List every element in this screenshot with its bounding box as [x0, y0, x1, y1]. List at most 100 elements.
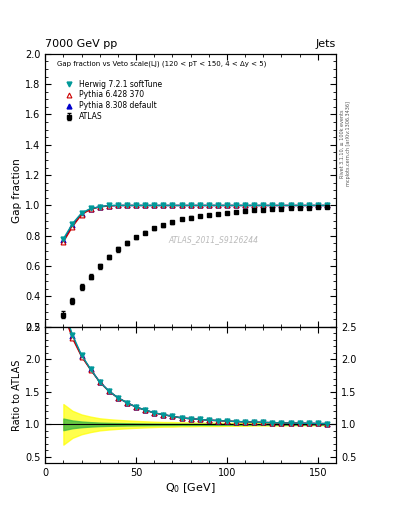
Text: mcplots.cern.ch [arXiv:1306.3436]: mcplots.cern.ch [arXiv:1306.3436] — [346, 101, 351, 186]
Herwig 7.2.1 softTune — [116, 202, 120, 208]
Herwig 7.2.1 softTune — [307, 202, 311, 208]
Pythia 6.428 370 — [125, 202, 129, 208]
Herwig 7.2.1 softTune — [188, 202, 193, 208]
Pythia 8.308 default — [270, 202, 275, 208]
Text: 7000 GeV pp: 7000 GeV pp — [45, 38, 118, 49]
Pythia 8.308 default — [188, 202, 193, 208]
Pythia 8.308 default — [197, 202, 202, 208]
Herwig 7.2.1 softTune — [215, 202, 220, 208]
Pythia 8.308 default — [125, 202, 129, 208]
Pythia 8.308 default — [225, 202, 230, 208]
Pythia 6.428 370 — [225, 202, 230, 208]
Pythia 6.428 370 — [134, 202, 138, 208]
Pythia 6.428 370 — [215, 202, 220, 208]
Herwig 7.2.1 softTune — [298, 202, 302, 208]
Pythia 8.308 default — [316, 202, 320, 208]
Herwig 7.2.1 softTune — [79, 210, 84, 216]
Herwig 7.2.1 softTune — [88, 205, 93, 211]
Herwig 7.2.1 softTune — [243, 202, 248, 208]
Pythia 8.308 default — [134, 202, 138, 208]
Pythia 6.428 370 — [307, 202, 311, 208]
Herwig 7.2.1 softTune — [206, 202, 211, 208]
Pythia 8.308 default — [279, 202, 284, 208]
Pythia 8.308 default — [325, 202, 329, 208]
Line: Pythia 8.308 default: Pythia 8.308 default — [61, 203, 329, 243]
Pythia 8.308 default — [206, 202, 211, 208]
Herwig 7.2.1 softTune — [252, 202, 257, 208]
Herwig 7.2.1 softTune — [316, 202, 320, 208]
Pythia 8.308 default — [116, 202, 120, 208]
Herwig 7.2.1 softTune — [179, 202, 184, 208]
Pythia 6.428 370 — [270, 202, 275, 208]
Pythia 6.428 370 — [170, 202, 175, 208]
Herwig 7.2.1 softTune — [270, 202, 275, 208]
Line: Herwig 7.2.1 softTune: Herwig 7.2.1 softTune — [61, 203, 329, 241]
Pythia 6.428 370 — [243, 202, 248, 208]
Pythia 8.308 default — [298, 202, 302, 208]
Pythia 8.308 default — [107, 203, 111, 209]
Herwig 7.2.1 softTune — [107, 202, 111, 208]
Herwig 7.2.1 softTune — [288, 202, 293, 208]
Pythia 6.428 370 — [116, 202, 120, 208]
Herwig 7.2.1 softTune — [170, 202, 175, 208]
Pythia 8.308 default — [61, 237, 66, 243]
Pythia 6.428 370 — [161, 202, 166, 208]
Herwig 7.2.1 softTune — [161, 202, 166, 208]
Pythia 6.428 370 — [325, 202, 329, 208]
Pythia 6.428 370 — [97, 204, 102, 210]
Herwig 7.2.1 softTune — [197, 202, 202, 208]
Pythia 6.428 370 — [298, 202, 302, 208]
Line: Pythia 6.428 370: Pythia 6.428 370 — [61, 203, 329, 244]
Herwig 7.2.1 softTune — [234, 202, 239, 208]
Y-axis label: Ratio to ATLAS: Ratio to ATLAS — [12, 359, 22, 431]
Pythia 6.428 370 — [188, 202, 193, 208]
Pythia 6.428 370 — [234, 202, 239, 208]
Pythia 8.308 default — [88, 206, 93, 212]
Pythia 8.308 default — [79, 211, 84, 217]
Pythia 6.428 370 — [316, 202, 320, 208]
X-axis label: Q$_0$ [GeV]: Q$_0$ [GeV] — [165, 481, 216, 495]
Pythia 8.308 default — [215, 202, 220, 208]
Herwig 7.2.1 softTune — [152, 202, 156, 208]
Pythia 8.308 default — [234, 202, 239, 208]
Pythia 8.308 default — [70, 222, 75, 228]
Text: Gap fraction vs Veto scale(LJ) (120 < pT < 150, 4 < Δy < 5): Gap fraction vs Veto scale(LJ) (120 < pT… — [57, 60, 266, 67]
Pythia 6.428 370 — [107, 203, 111, 209]
Text: ATLAS_2011_S9126244: ATLAS_2011_S9126244 — [169, 235, 259, 244]
Pythia 8.308 default — [179, 202, 184, 208]
Y-axis label: Gap fraction: Gap fraction — [12, 158, 22, 223]
Legend: Herwig 7.2.1 softTune, Pythia 6.428 370, Pythia 8.308 default, ATLAS: Herwig 7.2.1 softTune, Pythia 6.428 370,… — [61, 78, 163, 123]
Pythia 8.308 default — [288, 202, 293, 208]
Herwig 7.2.1 softTune — [279, 202, 284, 208]
Pythia 8.308 default — [152, 202, 156, 208]
Herwig 7.2.1 softTune — [225, 202, 230, 208]
Herwig 7.2.1 softTune — [70, 221, 75, 227]
Pythia 6.428 370 — [70, 224, 75, 230]
Herwig 7.2.1 softTune — [143, 202, 147, 208]
Herwig 7.2.1 softTune — [61, 236, 66, 242]
Pythia 8.308 default — [261, 202, 266, 208]
Pythia 8.308 default — [243, 202, 248, 208]
Pythia 6.428 370 — [288, 202, 293, 208]
Pythia 6.428 370 — [261, 202, 266, 208]
Pythia 8.308 default — [97, 204, 102, 210]
Pythia 8.308 default — [143, 202, 147, 208]
Pythia 6.428 370 — [79, 211, 84, 218]
Pythia 6.428 370 — [206, 202, 211, 208]
Herwig 7.2.1 softTune — [261, 202, 266, 208]
Herwig 7.2.1 softTune — [125, 202, 129, 208]
Pythia 6.428 370 — [88, 206, 93, 212]
Herwig 7.2.1 softTune — [325, 202, 329, 208]
Pythia 6.428 370 — [197, 202, 202, 208]
Pythia 8.308 default — [170, 202, 175, 208]
Herwig 7.2.1 softTune — [134, 202, 138, 208]
Pythia 8.308 default — [161, 202, 166, 208]
Herwig 7.2.1 softTune — [97, 204, 102, 210]
Pythia 6.428 370 — [152, 202, 156, 208]
Pythia 8.308 default — [252, 202, 257, 208]
Pythia 6.428 370 — [179, 202, 184, 208]
Pythia 6.428 370 — [279, 202, 284, 208]
Pythia 6.428 370 — [61, 239, 66, 245]
Pythia 6.428 370 — [252, 202, 257, 208]
Pythia 8.308 default — [307, 202, 311, 208]
